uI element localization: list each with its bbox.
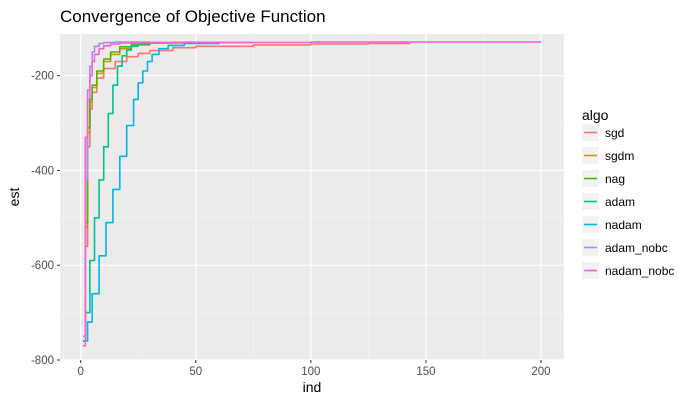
legend: algo sgd sgdm nag adam nadam adam_nobc nadam_n… (578, 100, 696, 290)
legend-item-sgdm: sgdm (582, 147, 634, 164)
chart-title: Convergence of Objective Function (60, 7, 326, 26)
legend-item-adam: adam (582, 193, 635, 210)
x-axis-ticks: 0 50 100 150 200 (78, 360, 551, 378)
legend-item-adam_nobc: adam_nobc (582, 239, 668, 256)
x-tick-label: 100 (301, 366, 320, 378)
legend-item-nadam_nobc: nadam_nobc (582, 262, 674, 279)
legend-label: nadam_nobc (605, 264, 674, 278)
y-tick-label: -400 (31, 165, 54, 177)
legend-title: algo (582, 107, 609, 123)
legend-label: sgdm (605, 149, 634, 163)
legend-items: sgd sgdm nag adam nadam adam_nobc nadam_nobc (582, 124, 674, 279)
x-tick-label: 50 (189, 366, 202, 378)
panel-background (60, 34, 564, 360)
legend-item-sgd: sgd (582, 124, 624, 141)
grid-lines (60, 34, 564, 361)
y-axis-ticks: -800 -600 -400 -200 (31, 71, 60, 367)
legend-label: adam_nobc (605, 241, 668, 255)
x-tick-label: 150 (416, 366, 435, 378)
x-tick-label: 0 (78, 366, 84, 378)
y-tick-label: -200 (31, 71, 54, 83)
series-line-nadam_nobc (83, 41, 541, 347)
y-tick-label: -600 (31, 260, 54, 272)
series-line-adam (83, 41, 219, 342)
legend-label: nadam (605, 218, 642, 232)
legend-label: sgd (605, 126, 624, 140)
y-tick-label: -800 (31, 355, 54, 367)
legend-label: adam (605, 195, 635, 209)
series-line-nadam (83, 41, 254, 342)
x-axis-title: ind (303, 379, 322, 395)
series-lines (83, 41, 541, 347)
legend-item-nag: nag (582, 170, 625, 187)
legend-item-nadam: nadam (582, 216, 642, 233)
legend-label: nag (605, 172, 625, 186)
series-line-sgd (83, 42, 411, 342)
y-axis-title: est (6, 188, 22, 207)
x-tick-label: 200 (531, 366, 550, 378)
series-line-adam_nobc (83, 41, 150, 338)
